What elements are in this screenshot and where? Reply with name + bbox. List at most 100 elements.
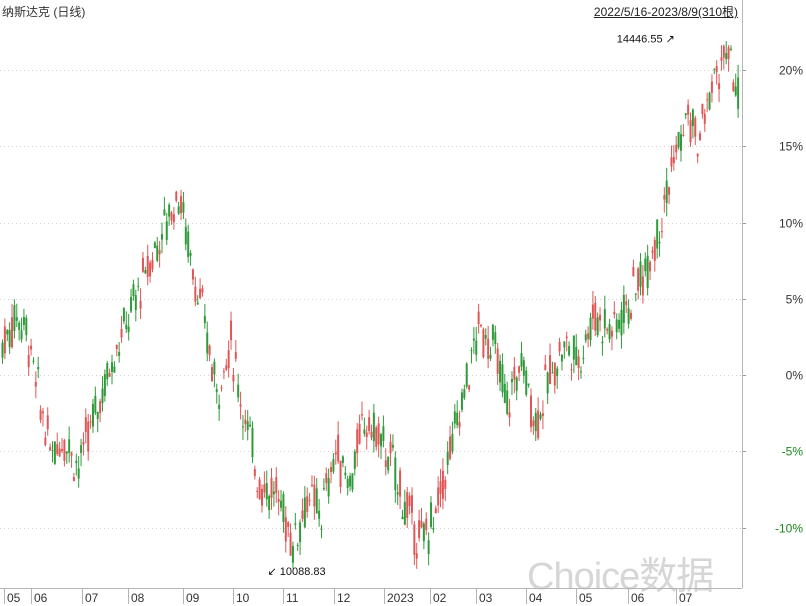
candle-body — [118, 352, 121, 356]
date-range-link[interactable]: 2022/5/16-2023/8/9(310根) — [593, 5, 738, 19]
x-tick-label: 11 — [286, 591, 299, 605]
candle-body — [541, 413, 544, 417]
candle-body — [151, 259, 154, 270]
candle-body — [487, 338, 490, 360]
candle-body — [249, 424, 252, 427]
candle-body — [380, 434, 383, 447]
x-tick-label: 06 — [34, 591, 48, 605]
candle-body — [699, 133, 702, 140]
candle-body — [622, 294, 625, 324]
candle-body — [470, 350, 473, 352]
candle-body — [508, 412, 511, 418]
candle-body — [453, 411, 456, 424]
x-tick-label: 05 — [579, 591, 593, 605]
candle-body — [649, 262, 652, 272]
candle-body — [6, 330, 9, 335]
x-tick-label: 10 — [236, 591, 250, 605]
candle-body — [441, 470, 444, 499]
candle-body — [213, 361, 216, 375]
candle-body — [227, 350, 230, 369]
candle-body — [8, 329, 11, 348]
candle-body — [184, 226, 187, 245]
candle-body — [465, 363, 468, 387]
candle-body — [44, 437, 47, 446]
candle-body — [165, 221, 168, 240]
candle-body — [491, 325, 494, 340]
candle-body — [468, 385, 471, 390]
candle-body — [127, 326, 130, 333]
candle-body — [418, 520, 421, 538]
candle-body — [703, 113, 706, 124]
candle-body — [584, 334, 587, 341]
candle-body — [91, 403, 94, 427]
candle-body — [460, 392, 463, 410]
candle-body — [177, 206, 180, 214]
candle-body — [337, 434, 340, 462]
candle-body — [689, 120, 692, 143]
candle-body — [344, 472, 347, 476]
candle-body — [210, 367, 213, 382]
candles — [1, 40, 740, 569]
x-tick-label: 12 — [337, 591, 351, 605]
candle-body — [315, 488, 318, 514]
candle-body — [353, 451, 356, 469]
candle-body — [463, 389, 466, 398]
candle-body — [84, 417, 87, 432]
candle-body — [351, 473, 354, 490]
candle-body — [518, 366, 521, 373]
candle-body — [613, 311, 616, 315]
candle-body — [72, 477, 75, 481]
candle-body — [215, 389, 218, 393]
candle-body — [65, 451, 68, 454]
candle-body — [191, 269, 194, 280]
candle-body — [579, 371, 582, 373]
candle-body — [120, 328, 123, 338]
candle-body — [158, 250, 161, 255]
candle-body — [684, 113, 687, 115]
candle-body — [401, 516, 404, 520]
candle-body — [203, 315, 206, 324]
candle-body — [111, 362, 114, 372]
candle-body — [489, 354, 492, 359]
candle-body — [53, 441, 56, 464]
candle-body — [370, 431, 373, 438]
candle-body — [365, 432, 368, 438]
high-annotation: 14446.55 ↗ — [617, 33, 675, 45]
candle-body — [87, 421, 90, 452]
candle-body — [358, 423, 361, 444]
candle-body — [439, 481, 442, 494]
candle-body — [641, 276, 644, 296]
candle-body — [632, 267, 635, 277]
candle-body — [89, 421, 92, 423]
y-tick-label: 0% — [786, 369, 804, 383]
candle-body — [656, 219, 659, 249]
candle-body — [544, 364, 547, 371]
candle-body — [520, 353, 523, 367]
candle-body — [346, 478, 349, 488]
candle-body — [218, 404, 221, 409]
candle-body — [644, 258, 647, 272]
candle-body — [375, 427, 378, 447]
candle-body — [70, 452, 73, 456]
candle-body — [189, 252, 192, 256]
candle-body — [299, 522, 302, 543]
candle-body — [234, 352, 237, 359]
candle-body — [427, 540, 430, 555]
candle-body — [672, 157, 675, 164]
x-tick-label: 07 — [85, 591, 99, 605]
candle-body — [334, 452, 337, 455]
candle-body — [546, 372, 549, 394]
candle-body — [687, 104, 690, 115]
candle-body — [551, 372, 554, 374]
candle-body — [137, 285, 140, 287]
low-annotation: ↙ 10088.83 — [267, 566, 325, 578]
y-tick-label: -5% — [782, 445, 804, 459]
candle-body — [41, 411, 44, 414]
candle-body — [556, 368, 559, 377]
candle-body — [560, 354, 563, 362]
candle-body — [639, 261, 642, 287]
candle-body — [306, 496, 309, 512]
candle-body — [108, 373, 111, 377]
candle-body — [115, 344, 118, 349]
candle-body — [258, 479, 261, 499]
